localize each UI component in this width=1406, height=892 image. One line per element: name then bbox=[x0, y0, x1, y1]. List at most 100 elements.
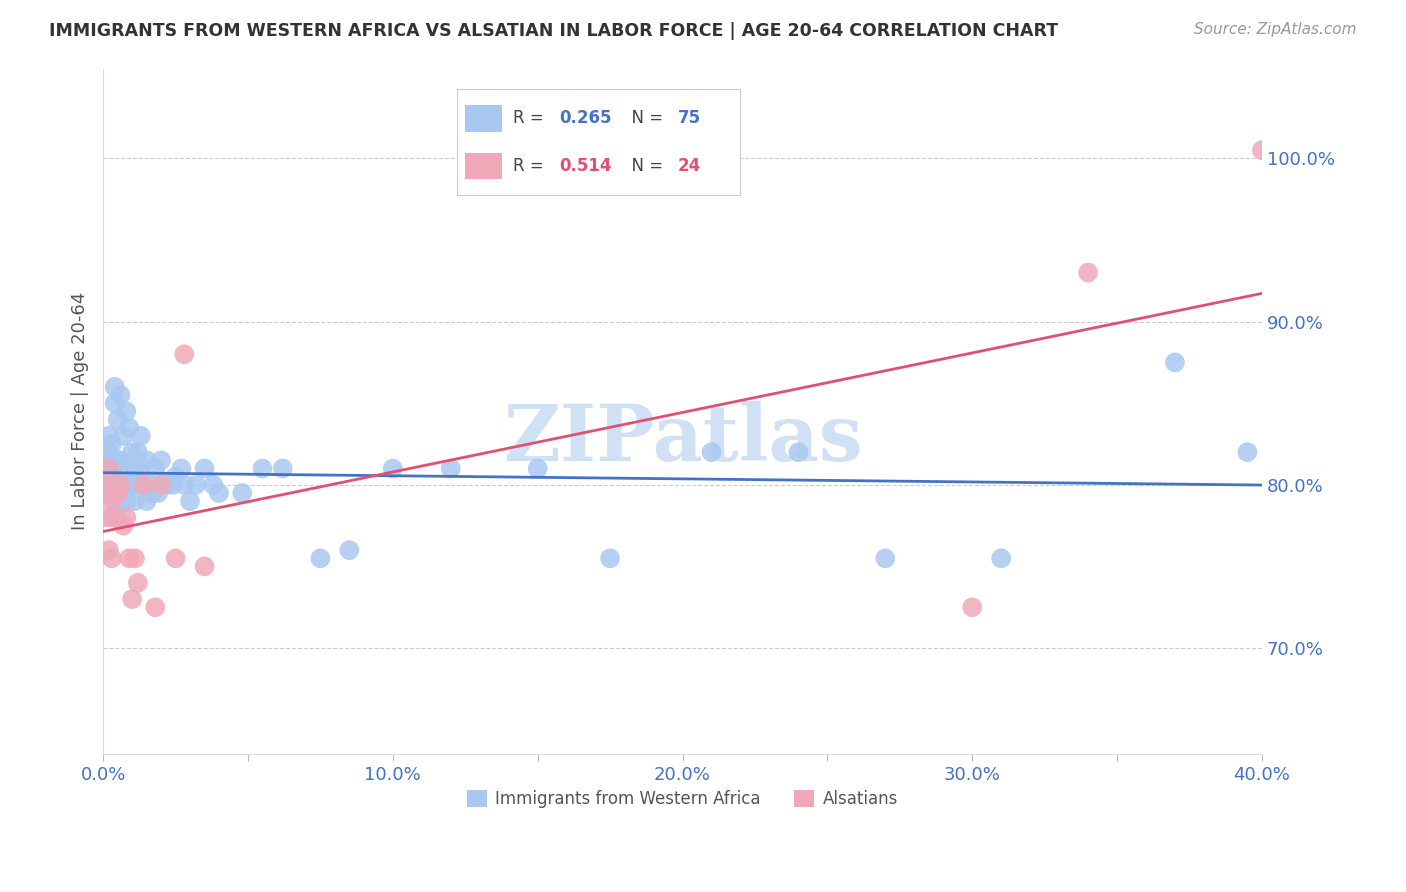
Point bbox=[115, 510, 138, 524]
Point bbox=[875, 551, 897, 566]
Point bbox=[94, 510, 117, 524]
Point bbox=[101, 510, 124, 524]
Point bbox=[381, 461, 404, 475]
Point bbox=[110, 478, 132, 492]
Point bbox=[121, 592, 143, 607]
Point bbox=[104, 510, 127, 524]
Point bbox=[150, 453, 173, 467]
Point bbox=[115, 494, 138, 508]
Point bbox=[129, 429, 152, 443]
Point bbox=[94, 478, 117, 492]
Point bbox=[107, 453, 129, 467]
Point bbox=[138, 478, 160, 492]
Point bbox=[97, 478, 120, 492]
Point bbox=[599, 551, 621, 566]
Point bbox=[787, 445, 810, 459]
Point bbox=[700, 445, 723, 459]
Point bbox=[110, 453, 132, 467]
Point bbox=[110, 388, 132, 402]
Point bbox=[193, 461, 215, 475]
Y-axis label: In Labor Force | Age 20-64: In Labor Force | Age 20-64 bbox=[72, 293, 89, 531]
Point bbox=[129, 461, 152, 475]
Point bbox=[990, 551, 1012, 566]
Text: Source: ZipAtlas.com: Source: ZipAtlas.com bbox=[1194, 22, 1357, 37]
Point bbox=[112, 461, 135, 475]
Point bbox=[101, 453, 124, 467]
Point bbox=[101, 494, 124, 508]
Point bbox=[184, 478, 207, 492]
Point bbox=[135, 453, 157, 467]
Text: ZIPatlas: ZIPatlas bbox=[503, 401, 862, 477]
Point bbox=[135, 494, 157, 508]
Point bbox=[1164, 355, 1187, 369]
Point bbox=[124, 551, 146, 566]
Point bbox=[101, 486, 124, 500]
Point bbox=[193, 559, 215, 574]
Point bbox=[118, 551, 141, 566]
Point bbox=[127, 575, 149, 590]
Point bbox=[94, 469, 117, 483]
Point bbox=[132, 478, 155, 492]
Point bbox=[101, 469, 124, 483]
Point bbox=[115, 478, 138, 492]
Point bbox=[526, 461, 548, 475]
Point bbox=[165, 469, 187, 483]
Point bbox=[132, 478, 155, 492]
Legend: Immigrants from Western Africa, Alsatians: Immigrants from Western Africa, Alsatian… bbox=[460, 783, 904, 814]
Point bbox=[101, 437, 124, 451]
Point bbox=[173, 478, 195, 492]
Point bbox=[97, 543, 120, 558]
Point bbox=[107, 478, 129, 492]
Point bbox=[112, 486, 135, 500]
Point bbox=[97, 445, 120, 459]
Point bbox=[124, 494, 146, 508]
Point bbox=[124, 461, 146, 475]
Point bbox=[121, 478, 143, 492]
Point bbox=[101, 551, 124, 566]
Point bbox=[107, 502, 129, 516]
Point bbox=[309, 551, 332, 566]
Point bbox=[1236, 445, 1258, 459]
Point bbox=[440, 461, 463, 475]
Point bbox=[231, 486, 253, 500]
Point bbox=[150, 478, 173, 492]
Point bbox=[127, 445, 149, 459]
Point bbox=[153, 478, 176, 492]
Point bbox=[170, 461, 193, 475]
Point bbox=[337, 543, 360, 558]
Point bbox=[104, 380, 127, 394]
Point bbox=[97, 461, 120, 475]
Point bbox=[143, 600, 166, 615]
Point bbox=[107, 412, 129, 426]
Point bbox=[202, 478, 225, 492]
Text: IMMIGRANTS FROM WESTERN AFRICA VS ALSATIAN IN LABOR FORCE | AGE 20-64 CORRELATIO: IMMIGRANTS FROM WESTERN AFRICA VS ALSATI… bbox=[49, 22, 1059, 40]
Point bbox=[94, 453, 117, 467]
Point bbox=[127, 478, 149, 492]
Point bbox=[252, 461, 274, 475]
Point bbox=[121, 445, 143, 459]
Point bbox=[94, 478, 117, 492]
Point bbox=[118, 478, 141, 492]
Point bbox=[179, 494, 201, 508]
Point bbox=[208, 486, 231, 500]
Point bbox=[1251, 143, 1274, 157]
Point bbox=[104, 494, 127, 508]
Point bbox=[97, 486, 120, 500]
Point bbox=[960, 600, 983, 615]
Point bbox=[271, 461, 294, 475]
Point bbox=[162, 478, 184, 492]
Point bbox=[141, 486, 163, 500]
Point bbox=[97, 461, 120, 475]
Point bbox=[104, 469, 127, 483]
Point bbox=[143, 461, 166, 475]
Point bbox=[97, 429, 120, 443]
Point bbox=[165, 551, 187, 566]
Point bbox=[110, 478, 132, 492]
Point bbox=[118, 420, 141, 434]
Point bbox=[107, 486, 129, 500]
Point bbox=[146, 486, 169, 500]
Point bbox=[173, 347, 195, 361]
Point bbox=[94, 461, 117, 475]
Point bbox=[156, 478, 179, 492]
Point bbox=[1077, 266, 1099, 280]
